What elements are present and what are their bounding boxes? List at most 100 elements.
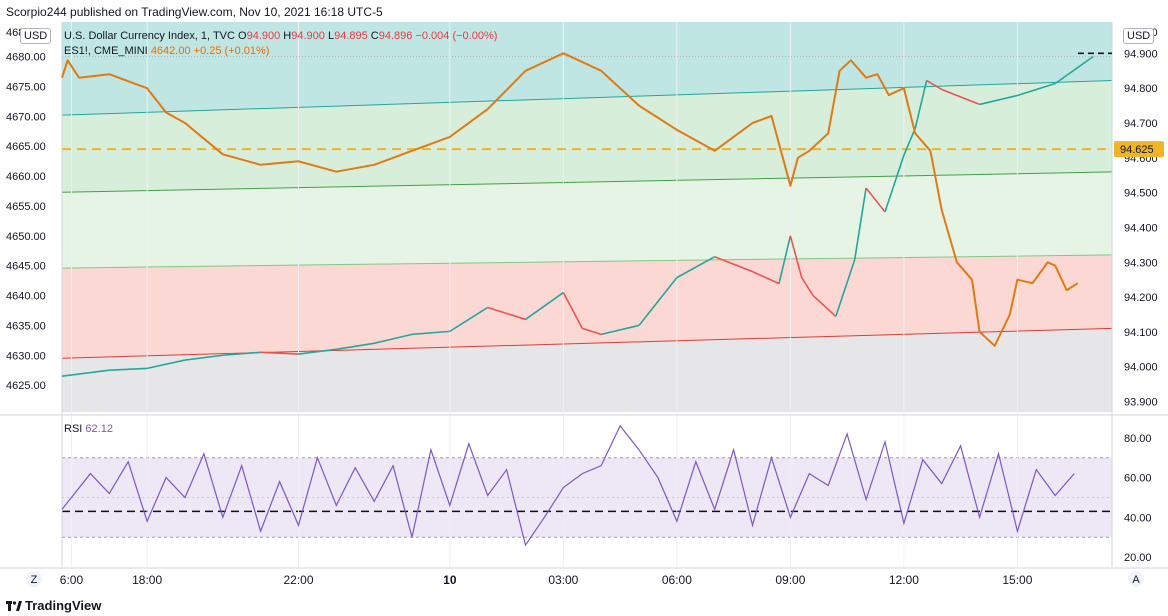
left-tick-label: 4640.00 <box>6 291 46 303</box>
es-segment-29 <box>903 127 916 156</box>
right-tick-label: 94.200 <box>1124 292 1158 304</box>
es-legend: ES1!, CME_MINI 4642.00 +0.25 (+0.01%) <box>64 45 269 57</box>
dxy-legend: U.S. Dollar Currency Index, 1, TVC O94.9… <box>64 30 497 42</box>
rsi-tick-label: 80.00 <box>1124 433 1152 445</box>
es-segment-18 <box>676 256 716 279</box>
chart-area[interactable]: 4625.00 4630.00 4635.00 4640.00 4645.00 4650.… <box>0 22 1168 598</box>
x-tick-label: 12:00 <box>889 573 919 587</box>
es-segment-7 <box>298 348 337 355</box>
right-tick-label: 94.700 <box>1124 118 1158 130</box>
rsi-legend: RSI 62.12 <box>64 423 113 435</box>
es-segment-13 <box>525 291 564 321</box>
left-currency-badge[interactable]: USD <box>20 28 52 44</box>
right-tick-label: 94.400 <box>1124 222 1158 234</box>
publish-header: Scorpio244 published on TradingView.com,… <box>0 0 1168 22</box>
rsi-legend-label: RSI <box>64 423 83 435</box>
dxy-legend-name: U.S. Dollar Currency Index, 1, TVC <box>64 30 235 42</box>
channel-band-low <box>62 254 1112 359</box>
channel-band-base <box>62 328 1112 412</box>
left-tick-label: 4680.00 <box>6 52 46 64</box>
x-tick-label: 15:00 <box>1002 573 1032 587</box>
ohlc-value-o: 94.900 <box>246 30 284 42</box>
x-tick-label: 22:00 <box>283 573 313 587</box>
channel-line-low <box>61 254 1113 269</box>
es-segment-12 <box>487 306 526 321</box>
es-segment-14 <box>562 292 583 329</box>
right-tick-label: 94.500 <box>1124 188 1158 200</box>
rsi-legend-value: 62.12 <box>85 423 113 435</box>
rsi-tick-label: 40.00 <box>1124 512 1152 524</box>
dxy-price-tag-bg <box>1114 141 1164 158</box>
left-tick-label: 4635.00 <box>6 320 46 332</box>
left-tick-label: 4660.00 <box>6 171 46 183</box>
es-legend-value: 4642.00 <box>150 45 191 57</box>
right-tick-label: 94.000 <box>1124 362 1158 374</box>
ohlc-key-l: L <box>327 30 335 42</box>
right-currency-badge[interactable]: USD <box>1123 28 1155 44</box>
left-tick-label: 4675.00 <box>6 82 46 94</box>
es-segment-26 <box>853 187 867 260</box>
es-segment-27 <box>865 187 886 213</box>
tradingview-brand[interactable]: TradingView <box>6 598 101 613</box>
rsi-tick-label: 20.00 <box>1124 552 1152 564</box>
x-tick-label: 03:00 <box>548 573 578 587</box>
ohlc-key-c: C <box>370 30 379 42</box>
es-segment-24 <box>812 294 837 318</box>
left-tick-label: 4655.00 <box>6 201 46 213</box>
es-segment-5 <box>222 351 261 357</box>
channel-line-bottom <box>61 327 1113 359</box>
left-tick-label: 4670.00 <box>6 111 46 123</box>
left-tick-label: 4630.00 <box>6 350 46 362</box>
ohlc-key-h: H <box>283 30 292 42</box>
scale-a-button-bg <box>1128 571 1144 587</box>
channel-band-upper <box>62 22 1112 116</box>
brand-text: TradingView <box>25 598 102 613</box>
es-segment-9 <box>373 333 413 345</box>
es-segment-25 <box>835 259 856 317</box>
es-segment-34 <box>1017 82 1056 97</box>
right-tick-label: 94.800 <box>1124 83 1158 95</box>
es-segment-17 <box>638 277 678 326</box>
es-segment-19 <box>714 255 753 273</box>
x-tick-label: 18:00 <box>132 573 162 587</box>
es-segment-1 <box>61 369 110 377</box>
es-legend-name: ES1!, CME_MINI <box>64 45 148 57</box>
publish-text: Scorpio244 published on TradingView.com,… <box>6 5 383 19</box>
x-tick-label: 6:00 <box>60 573 84 587</box>
scale-z-button-bg <box>26 571 42 587</box>
es-segment-35 <box>1054 55 1094 85</box>
scale-z-button[interactable]: Z <box>31 574 38 586</box>
right-tick-label: 93.900 <box>1124 397 1158 409</box>
ohlc-value-l: 94.895 <box>334 30 371 42</box>
dxy-price-tag: 94.625 <box>1120 144 1154 156</box>
ohlc-value-h: 94.900 <box>291 30 328 42</box>
es-segment-31 <box>926 79 943 91</box>
scale-a-button[interactable]: A <box>1132 574 1140 586</box>
ohlc-key-o: O <box>238 30 247 42</box>
x-tick-label: 09:00 <box>775 573 805 587</box>
channel-line-mid <box>61 171 1113 193</box>
left-tick-label: 4625.00 <box>6 380 46 392</box>
right-tick-label: 94.300 <box>1124 257 1158 269</box>
es-segment-28 <box>884 154 905 213</box>
ohlc-value-c: 94.896 <box>378 30 416 42</box>
es-segment-32 <box>941 88 980 106</box>
es-segment-10 <box>411 330 450 336</box>
right-tick-label: 94.900 <box>1124 48 1158 60</box>
es-segment-23 <box>801 277 814 296</box>
channel-band-top <box>62 80 1112 193</box>
x-tick-label: 10 <box>443 573 457 587</box>
right-tick-label: 94.100 <box>1124 327 1158 339</box>
es-segment-15 <box>582 327 602 336</box>
es-segment-16 <box>601 324 640 336</box>
rsi-line <box>61 424 1075 547</box>
es-segment-30 <box>914 80 928 129</box>
es-segment-8 <box>336 342 375 351</box>
rsi-tick-label: 60.00 <box>1124 473 1152 485</box>
es-segment-20 <box>752 270 780 285</box>
es-segment-3 <box>146 359 186 370</box>
es-segment-6 <box>260 351 299 355</box>
left-tick-label: 4650.00 <box>6 231 46 243</box>
dxy-line <box>61 52 1079 347</box>
dxy-ohlc: O94.900 H94.900 L94.895 C94.896 <box>238 30 415 42</box>
